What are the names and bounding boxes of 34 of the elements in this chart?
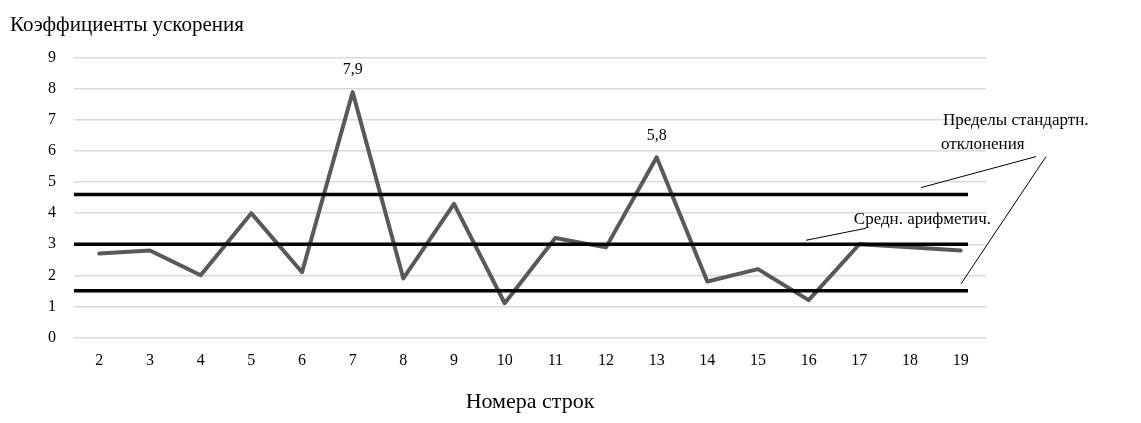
y-tick-label: 6 (48, 141, 56, 159)
x-tick-label: 19 (952, 351, 969, 369)
x-axis-title: Номера строк (465, 387, 595, 413)
x-tick-label: 10 (496, 351, 513, 369)
y-tick-label: 7 (48, 110, 56, 128)
x-tick-label: 11 (547, 351, 564, 369)
y-tick-label: 9 (48, 48, 56, 66)
x-tick-label: 9 (450, 351, 458, 369)
y-tick-label: 8 (48, 79, 56, 97)
x-tick-label: 2 (95, 351, 104, 369)
x-tick-label: 6 (298, 351, 306, 369)
x-tick-label: 12 (598, 351, 614, 369)
x-tick-label: 18 (902, 351, 918, 369)
x-tick-label: 15 (750, 351, 766, 369)
x-tick-label: 4 (196, 351, 205, 369)
data-label: 7,9 (342, 60, 363, 78)
x-tick-label: 13 (648, 351, 665, 369)
x-tick-label: 14 (699, 351, 716, 369)
x-tick-label: 5 (247, 351, 256, 369)
x-tick-label: 8 (399, 351, 408, 369)
y-tick-label: 4 (48, 203, 56, 221)
y-tick-label: 2 (48, 265, 56, 283)
x-tick-label: 16 (800, 351, 817, 369)
x-tick-label: 17 (851, 351, 868, 369)
x-tick-label: 3 (146, 351, 154, 369)
y-tick-label: 1 (48, 296, 56, 314)
y-axis-title: Коэффициенты ускорения (10, 12, 244, 37)
y-tick-label: 0 (48, 327, 56, 345)
ref-line-label: Пределы стандартн. отклонения (941, 109, 1089, 153)
ref-line-label: Средн. арифметич. (853, 209, 991, 229)
y-tick-label: 3 (48, 234, 56, 252)
y-tick-label: 5 (48, 172, 56, 190)
x-tick-label: 7 (348, 351, 357, 369)
data-label: 5,8 (646, 125, 667, 143)
